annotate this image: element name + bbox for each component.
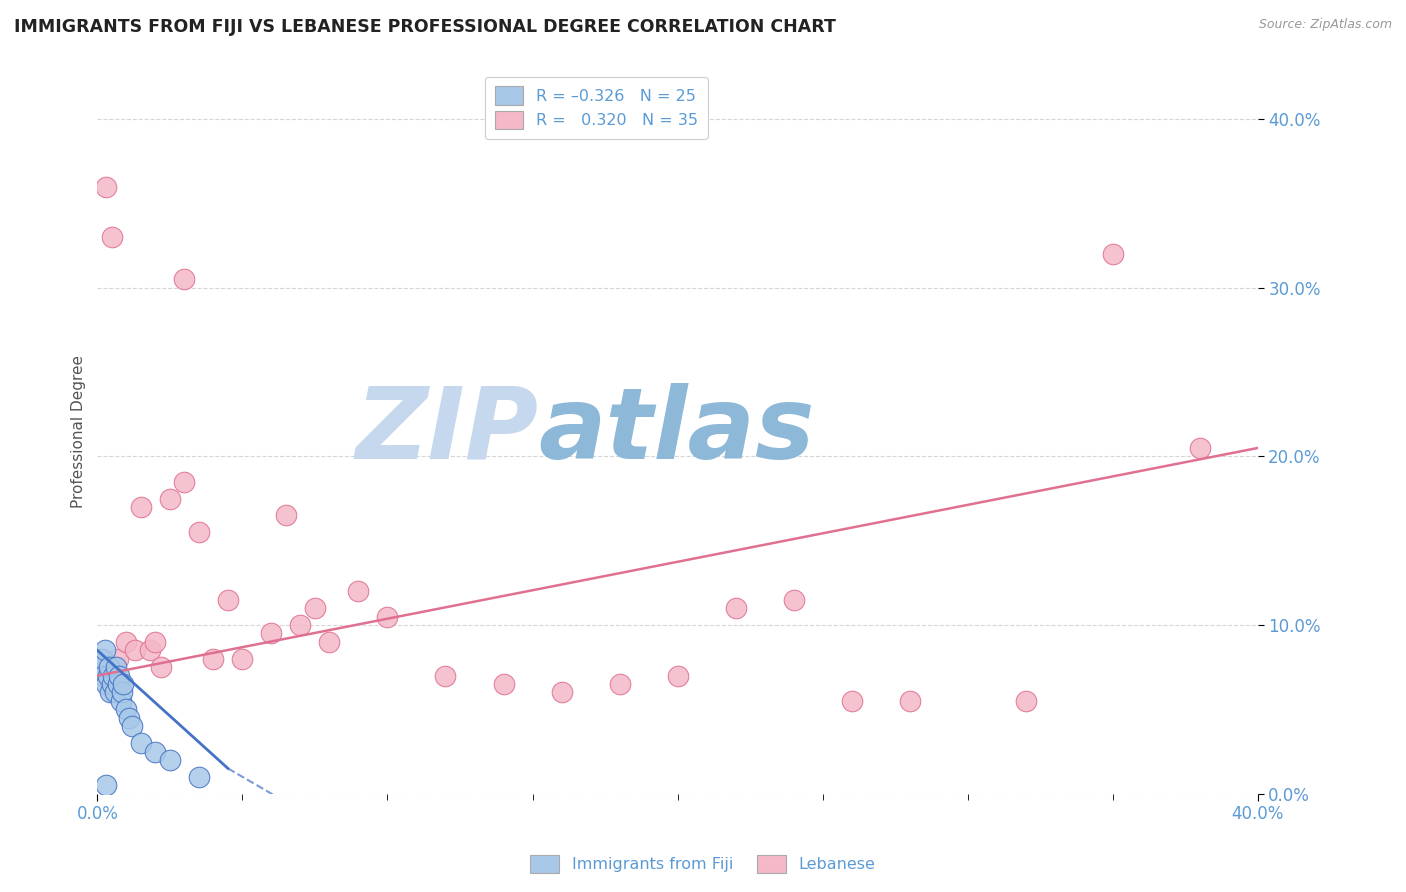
Point <box>274 508 297 523</box>
Text: atlas: atlas <box>538 383 815 480</box>
Point <box>304 601 326 615</box>
Point <box>103 668 125 682</box>
Point <box>107 652 129 666</box>
Point <box>187 770 209 784</box>
Point <box>121 719 143 733</box>
Point <box>187 525 209 540</box>
Point <box>159 491 181 506</box>
Point <box>609 677 631 691</box>
Point <box>118 711 141 725</box>
Point <box>377 609 399 624</box>
Point <box>1015 694 1038 708</box>
Point <box>1101 247 1123 261</box>
Point <box>112 677 135 691</box>
Text: IMMIGRANTS FROM FIJI VS LEBANESE PROFESSIONAL DEGREE CORRELATION CHART: IMMIGRANTS FROM FIJI VS LEBANESE PROFESS… <box>14 18 837 36</box>
Point <box>231 652 253 666</box>
Point <box>666 668 689 682</box>
Legend: R = –0.326   N = 25, R =   0.320   N = 35: R = –0.326 N = 25, R = 0.320 N = 35 <box>485 77 707 139</box>
Point <box>89 660 111 674</box>
Point <box>434 668 457 682</box>
Point <box>138 643 160 657</box>
Point <box>93 643 115 657</box>
Point <box>159 753 181 767</box>
Point <box>145 635 167 649</box>
Point <box>104 685 127 699</box>
Text: Source: ZipAtlas.com: Source: ZipAtlas.com <box>1258 18 1392 31</box>
Point <box>108 668 131 682</box>
Point <box>347 584 370 599</box>
Point <box>129 736 152 750</box>
Point <box>94 778 117 792</box>
Point <box>96 668 118 682</box>
Text: ZIP: ZIP <box>356 383 538 480</box>
Point <box>90 652 112 666</box>
Point <box>550 685 572 699</box>
Point <box>107 677 129 691</box>
Point <box>898 694 921 708</box>
Point <box>111 685 134 699</box>
Point <box>202 652 225 666</box>
Point <box>1188 441 1211 455</box>
Point <box>101 677 124 691</box>
Point <box>115 635 138 649</box>
Point <box>145 745 167 759</box>
Point <box>841 694 863 708</box>
Y-axis label: Professional Degree: Professional Degree <box>72 355 86 508</box>
Point <box>260 626 283 640</box>
Point <box>724 601 747 615</box>
Point <box>91 668 114 682</box>
Point <box>105 660 128 674</box>
Point <box>150 660 173 674</box>
Point <box>492 677 515 691</box>
Point <box>290 618 312 632</box>
Point <box>110 694 132 708</box>
Legend: Immigrants from Fiji, Lebanese: Immigrants from Fiji, Lebanese <box>524 848 882 880</box>
Point <box>94 677 117 691</box>
Point <box>318 635 340 649</box>
Point <box>173 475 195 489</box>
Point <box>101 230 124 244</box>
Point <box>97 660 120 674</box>
Point <box>173 272 195 286</box>
Point <box>94 179 117 194</box>
Point <box>217 592 239 607</box>
Point <box>782 592 804 607</box>
Point <box>124 643 146 657</box>
Point <box>129 500 152 514</box>
Point <box>100 685 122 699</box>
Point <box>115 702 138 716</box>
